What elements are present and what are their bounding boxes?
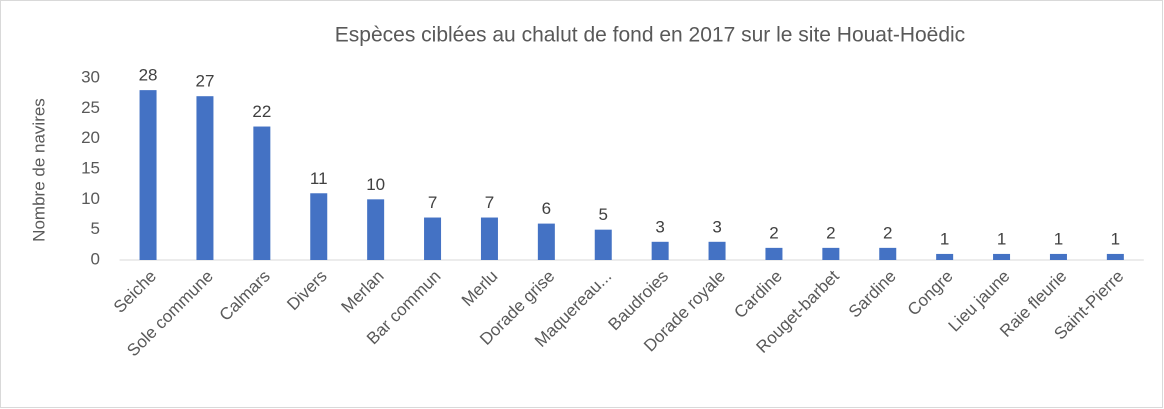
bar [424,217,442,260]
bar [879,247,897,260]
bar [253,126,271,261]
data-label: 7 [485,193,494,212]
data-label: 27 [195,72,214,91]
bar [367,199,385,260]
bar [310,193,328,260]
y-tick-label: 25 [81,98,100,117]
data-label: 6 [542,199,551,218]
y-tick-label: 5 [91,219,100,238]
data-label: 2 [883,223,892,242]
y-axis-label: Nombre de navires [29,98,48,242]
bar [651,241,669,260]
data-label: 22 [252,102,271,121]
bar [708,241,726,260]
y-tick-label: 10 [81,189,100,208]
chart-title: Espèces ciblées au chalut de fond en 201… [335,24,965,47]
data-label: 28 [139,66,158,85]
bar [196,96,214,260]
data-label: 2 [826,223,835,242]
bar [139,90,157,260]
data-label: 1 [1054,229,1063,248]
data-label: 5 [599,205,608,224]
bar [765,247,783,260]
bar [537,223,555,260]
data-label: 10 [366,175,385,194]
y-tick-label: 15 [81,158,100,177]
bar [480,217,498,260]
y-tick-label: 30 [81,67,100,86]
data-label: 1 [1111,229,1120,248]
data-label: 1 [940,229,949,248]
data-label: 3 [655,217,664,236]
data-label: 11 [310,169,328,188]
y-tick-label: 20 [81,128,100,147]
bar [822,247,840,260]
bar [1049,253,1067,260]
data-label: 2 [769,223,778,242]
bar [993,253,1011,260]
bar [1106,253,1124,260]
data-label: 1 [997,229,1006,248]
y-tick-label: 0 [91,249,100,268]
bar [594,229,612,260]
bar [936,253,954,260]
data-label: 7 [428,193,437,212]
data-label: 3 [712,217,721,236]
